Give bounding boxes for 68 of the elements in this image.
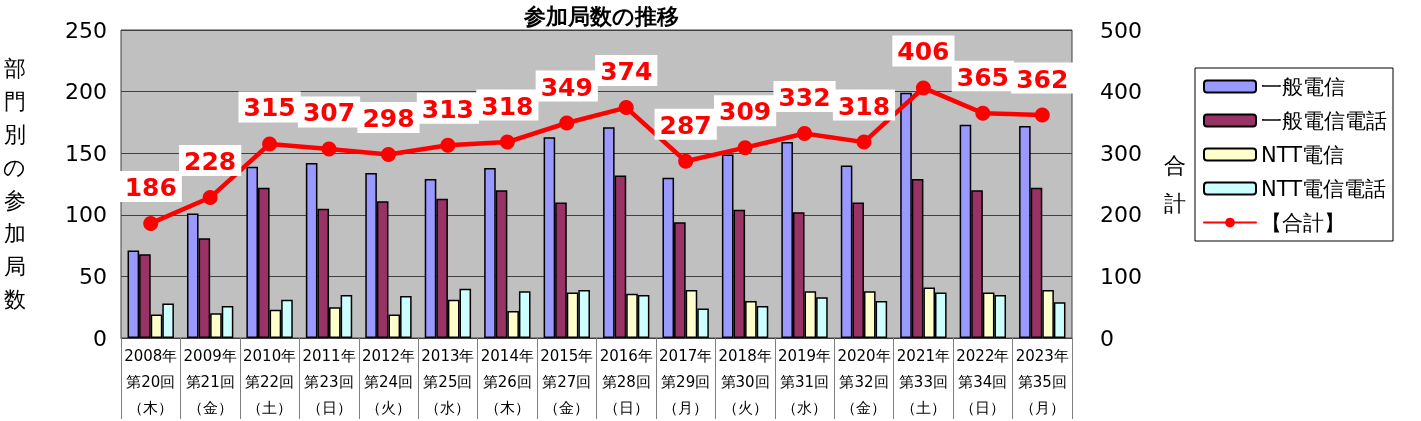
data-label: 287 — [659, 110, 712, 140]
y-tick-label: 100 — [65, 202, 107, 228]
legend-label: 一般電信 — [1261, 74, 1345, 99]
x-tick-label: 2014年第26回（木） — [480, 347, 534, 417]
legend-label: 一般電信電話 — [1261, 108, 1387, 133]
point — [499, 134, 515, 150]
y-tick-label: 0 — [93, 325, 107, 351]
y2-axis-title: 合計 — [1164, 152, 1186, 216]
data-label: 406 — [897, 37, 950, 67]
data-label: 374 — [600, 57, 653, 87]
x-tick-label: 2016年第28回（日） — [599, 347, 653, 417]
data-label: 309 — [719, 97, 772, 127]
y2-tick-label: 300 — [1100, 140, 1142, 166]
y-axis-title: 部門別の参加局数 — [3, 56, 26, 312]
y2-tick-label: 200 — [1100, 202, 1142, 228]
point — [202, 190, 218, 206]
legend-label: NTT電信 — [1261, 142, 1344, 167]
x-tick-label: 2017年第29回（月） — [659, 347, 713, 417]
y2-tick-label: 100 — [1100, 263, 1142, 289]
legend-label: NTT電信電話 — [1261, 176, 1386, 201]
data-label: 318 — [837, 91, 891, 121]
point — [856, 134, 872, 150]
data-label: 365 — [956, 62, 1009, 92]
point — [797, 125, 813, 141]
y-tick-label: 150 — [65, 140, 107, 166]
point — [559, 115, 575, 131]
data-label: 307 — [302, 98, 356, 128]
data-label: 313 — [421, 94, 474, 124]
point — [1034, 107, 1050, 123]
x-tick-label: 2012年第24回（火） — [361, 347, 416, 417]
x-tick-label: 2013年第25回（水） — [421, 347, 475, 417]
point — [915, 80, 931, 96]
y2-tick-label: 500 — [1100, 17, 1142, 43]
point — [440, 137, 456, 153]
x-tick-label: 2011年第23回（日） — [302, 347, 356, 417]
data-label: 318 — [481, 91, 534, 121]
point — [737, 140, 753, 156]
y-tick-label: 200 — [65, 79, 107, 105]
x-tick-label: 2010年第22回（土） — [243, 347, 297, 417]
legend-label: 【合計】 — [1261, 210, 1345, 235]
x-tick-label: 2018年第30回（火） — [718, 347, 772, 417]
chart-title: 参加局数の推移 — [522, 3, 679, 29]
x-tick-label: 2022年第34回（日） — [956, 347, 1010, 417]
point — [321, 141, 337, 157]
data-label: 186 — [124, 172, 177, 202]
point — [975, 105, 991, 121]
data-label: 228 — [184, 147, 237, 177]
data-label: 298 — [362, 103, 415, 133]
data-label: 315 — [243, 93, 296, 123]
data-label: 362 — [1016, 64, 1069, 94]
point — [262, 136, 278, 152]
y2-tick-label: 400 — [1100, 79, 1142, 105]
x-tick-label: 2015年第27回（金） — [540, 347, 594, 417]
x-tick-label: 2020年第32回（金） — [837, 347, 891, 417]
x-tick-label: 2009年第21回（金） — [183, 347, 237, 417]
x-tick-label: 2019年第31回（水） — [777, 347, 832, 417]
point — [380, 146, 396, 162]
x-tick-label: 2023年第35回（月） — [1015, 347, 1069, 417]
x-tick-label: 2021年第33回（土） — [896, 347, 950, 417]
y-tick-label: 250 — [65, 17, 107, 43]
point — [678, 153, 694, 169]
x-tick-label: 2008年第20回（木） — [124, 347, 178, 417]
y2-tick-label: 0 — [1100, 325, 1114, 351]
y-tick-label: 50 — [79, 263, 107, 289]
point — [143, 215, 159, 231]
data-label: 332 — [778, 82, 831, 112]
point — [618, 100, 634, 116]
data-label: 349 — [540, 72, 593, 102]
